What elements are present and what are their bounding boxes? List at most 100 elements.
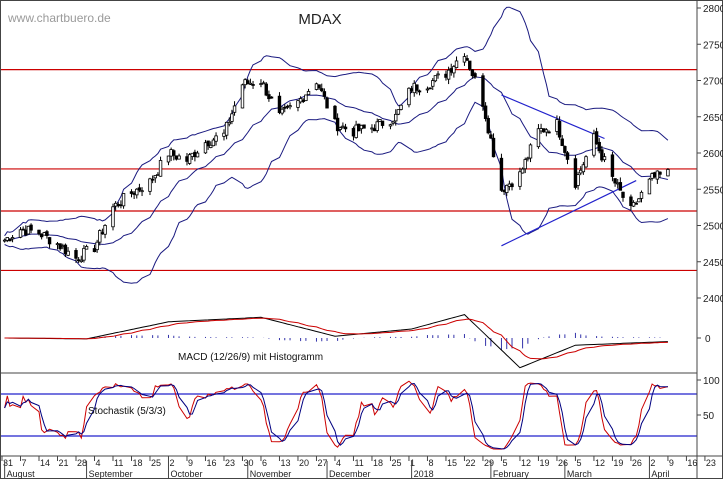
candle-177 [655, 170, 660, 184]
x-tick-label-35: 2 [650, 458, 655, 468]
price-tick-label-0: 24000 [703, 294, 723, 305]
candle-28 [103, 224, 107, 239]
candle-141 [523, 157, 527, 174]
x-tick-label-28: 12 [521, 458, 531, 468]
candle-74 [277, 92, 282, 115]
candle-154 [573, 155, 578, 190]
candle-95 [354, 120, 358, 139]
x-tick-label-33: 19 [613, 458, 623, 468]
candle-155 [576, 171, 580, 190]
x-tick-label-29: 19 [539, 458, 549, 468]
candle-106 [394, 109, 398, 126]
month-label-7: March [567, 469, 592, 479]
candle-164 [610, 151, 615, 182]
candle-26 [98, 229, 102, 246]
candle-12 [45, 229, 49, 239]
candle-38 [140, 187, 144, 197]
x-tick-label-32: 12 [595, 458, 605, 468]
candle-9 [37, 229, 41, 236]
candle-140 [520, 167, 525, 174]
candle-120 [446, 66, 451, 85]
price-tick-label-7: 27500 [703, 40, 723, 51]
candle-91 [338, 126, 342, 132]
candle-151 [560, 135, 564, 147]
candle-139 [518, 167, 522, 190]
candle-4 [18, 227, 23, 239]
candle-148 [547, 130, 551, 134]
chart-title: MDAX [298, 11, 341, 28]
candle-173 [639, 190, 644, 203]
stoch-tick-label-1: 100 [703, 376, 720, 387]
x-tick-label-38: 23 [706, 458, 716, 468]
price-tick-label-4: 26000 [703, 149, 723, 160]
candle-13 [47, 236, 52, 249]
candle-153 [565, 151, 570, 165]
candle-92 [341, 122, 345, 129]
candle-56 [209, 141, 213, 149]
candle-29 [111, 203, 115, 231]
candle-147 [544, 128, 549, 137]
candle-18 [66, 247, 70, 257]
candle-86 [320, 83, 324, 93]
x-tick-label-14: 6 [262, 458, 267, 468]
x-tick-label-12: 23 [225, 458, 235, 468]
candle-112 [415, 84, 419, 95]
x-tick-label-6: 11 [114, 458, 123, 468]
candle-133 [491, 133, 496, 158]
candle-114 [425, 86, 430, 93]
stoch-k-line [4, 380, 669, 450]
candle-101 [375, 118, 379, 133]
candle-130 [483, 102, 488, 122]
watermark: www.chartbuero.de [7, 11, 111, 25]
candle-19 [74, 248, 78, 263]
candle-36 [135, 188, 139, 199]
x-tick-label-26: 29 [484, 458, 494, 468]
candle-172 [637, 198, 641, 203]
candle-34 [129, 189, 134, 198]
month-label-2: October [170, 469, 202, 479]
candle-129 [481, 73, 485, 111]
candle-64 [240, 83, 245, 109]
x-tick-label-31: 5 [576, 458, 581, 468]
candle-44 [166, 155, 171, 166]
candle-109 [407, 87, 411, 108]
x-tick-label-13: 30 [243, 458, 253, 468]
macd-zero-label: 0 [705, 334, 711, 345]
candle-11 [42, 231, 46, 236]
candle-113 [417, 89, 422, 96]
candle-138 [510, 182, 514, 191]
candle-50 [187, 153, 192, 165]
candle-23 [84, 244, 89, 250]
x-tick-label-23: 8 [428, 458, 433, 468]
stoch-d-line [4, 382, 668, 450]
candle-54 [203, 139, 208, 154]
x-tick-label-18: 4 [336, 458, 341, 468]
month-label-1: September [89, 469, 133, 479]
candle-24 [92, 244, 97, 253]
candle-7 [26, 225, 31, 235]
candle-73 [269, 96, 274, 99]
candle-159 [592, 129, 596, 158]
price-tick-label-1: 24500 [703, 258, 723, 269]
candle-105 [391, 120, 395, 126]
candle-78 [288, 102, 292, 110]
stoch-tick-label-0: 50 [703, 411, 715, 422]
candle-103 [380, 120, 385, 129]
candle-71 [264, 82, 268, 97]
x-tick-label-8: 25 [151, 458, 161, 468]
candle-53 [195, 150, 200, 158]
candle-134 [499, 153, 504, 192]
candle-144 [536, 124, 541, 149]
candle-41 [153, 174, 157, 183]
x-tick-label-16: 20 [299, 458, 309, 468]
candle-178 [658, 171, 662, 179]
candle-3 [10, 235, 15, 243]
candle-8 [29, 223, 33, 234]
candle-58 [214, 132, 218, 146]
candle-102 [378, 119, 382, 123]
month-label-8: April [651, 469, 669, 479]
candle-117 [433, 75, 438, 83]
x-tick-label-37: 16 [687, 458, 697, 468]
candle-82 [304, 94, 308, 102]
